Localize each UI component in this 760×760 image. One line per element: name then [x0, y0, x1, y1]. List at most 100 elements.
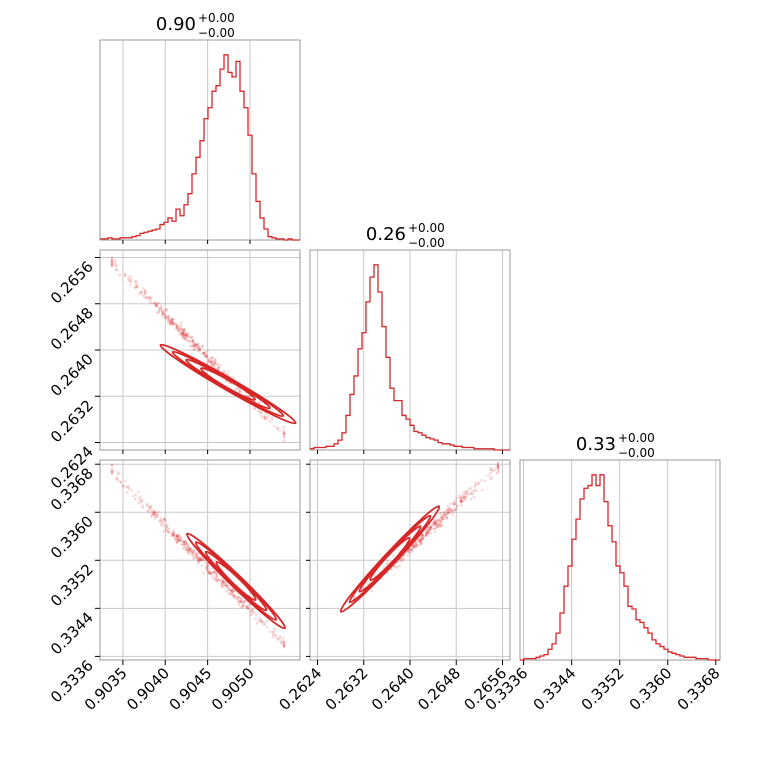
sample-point	[452, 503, 456, 506]
sample-point	[148, 507, 151, 511]
sample-point	[496, 461, 500, 465]
sample-point	[246, 604, 250, 607]
sample-point	[179, 538, 183, 542]
sample-point	[419, 539, 422, 543]
sample-point	[156, 510, 160, 514]
sample-point	[468, 488, 471, 491]
sample-point	[177, 330, 180, 333]
sample-point	[191, 551, 194, 554]
sample-point	[190, 553, 194, 557]
sample-point	[449, 507, 452, 511]
sample-point	[218, 579, 222, 582]
sample-point	[455, 497, 459, 500]
sample-point	[139, 500, 143, 503]
sample-point	[400, 560, 404, 563]
sample-point	[188, 547, 191, 551]
sample-point	[489, 477, 492, 481]
sample-point	[402, 554, 406, 558]
sample-point	[181, 332, 184, 335]
sample-point	[165, 309, 168, 312]
sample-point	[269, 630, 273, 634]
sample-point	[171, 321, 175, 325]
sample-point	[171, 321, 175, 325]
sample-point	[205, 561, 208, 565]
sample-point	[214, 576, 217, 580]
sample-point	[178, 538, 182, 542]
sample-point	[392, 554, 395, 557]
sample-point	[180, 332, 183, 336]
sample-point	[259, 619, 262, 622]
sample-point	[238, 387, 241, 391]
sample-point	[231, 589, 234, 592]
sample-point	[239, 599, 243, 603]
sample-point	[428, 527, 432, 531]
sample-point	[429, 525, 433, 529]
sample-point	[282, 636, 286, 640]
sample-point	[113, 261, 117, 265]
sample-point	[221, 583, 224, 586]
sample-point	[420, 542, 424, 546]
sample-point	[227, 588, 231, 591]
sample-point	[217, 578, 221, 582]
sample-point	[186, 550, 190, 553]
sample-point	[185, 335, 189, 339]
sample-point	[429, 525, 433, 528]
sample-point	[170, 320, 173, 324]
sample-point	[110, 463, 114, 467]
sample-point	[435, 519, 438, 523]
sample-point	[496, 463, 500, 467]
sample-point	[205, 568, 209, 572]
sample-point	[208, 572, 212, 575]
sample-point	[226, 585, 229, 589]
sample-point	[201, 558, 205, 561]
sample-point	[450, 508, 453, 512]
sample-point	[230, 591, 233, 595]
scatter-panel-1-2	[309, 459, 511, 661]
sample-point	[459, 503, 463, 507]
sample-point	[267, 414, 270, 418]
sample-point	[411, 545, 415, 549]
sample-point	[215, 580, 219, 583]
sample-point	[432, 527, 435, 531]
sample-point	[183, 333, 186, 337]
sample-point	[444, 509, 448, 512]
sample-point	[150, 512, 154, 516]
sample-point	[282, 431, 286, 434]
sample-point	[153, 511, 157, 514]
sample-point	[239, 600, 243, 603]
sample-point	[175, 324, 178, 328]
sample-point	[282, 436, 286, 439]
sample-point	[198, 557, 202, 560]
sample-point	[207, 572, 210, 576]
sample-point	[162, 524, 166, 528]
sample-point	[161, 522, 164, 526]
sample-point	[154, 511, 157, 515]
sample-point	[121, 484, 124, 488]
sample-point	[205, 354, 208, 358]
sample-point	[183, 545, 186, 549]
sample-point	[188, 549, 192, 553]
sample-point	[460, 500, 464, 504]
histogram-panel-2: 0.33 +0.00−0.00	[519, 431, 721, 661]
sample-point	[210, 572, 214, 576]
sample-point	[448, 510, 452, 514]
param-title-lower-2: −0.00	[618, 446, 655, 460]
sample-point	[137, 497, 141, 501]
sample-point	[221, 579, 225, 583]
sample-point	[425, 534, 428, 537]
sample-point	[172, 534, 175, 537]
sample-point	[183, 542, 186, 545]
sample-point	[153, 512, 157, 516]
sample-point	[244, 605, 248, 608]
sample-point	[187, 550, 191, 554]
sample-point	[394, 565, 397, 569]
sample-point	[172, 531, 176, 535]
sample-point	[178, 332, 182, 336]
sample-point	[195, 555, 199, 559]
sample-point	[282, 640, 286, 643]
sample-point	[182, 329, 185, 333]
sample-point	[162, 517, 166, 521]
sample-point	[426, 526, 430, 529]
sample-point	[196, 349, 200, 353]
sample-point	[199, 347, 202, 350]
